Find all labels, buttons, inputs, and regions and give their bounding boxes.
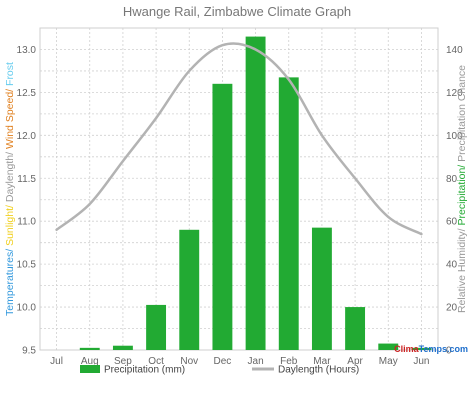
x-tick-label-feb: Feb bbox=[280, 356, 298, 367]
left-tick-label: 10.0 bbox=[17, 303, 37, 314]
precipitation-bar-feb bbox=[278, 77, 299, 350]
right-tick-label: 40 bbox=[446, 260, 458, 271]
left-tick-label: 13.0 bbox=[17, 45, 37, 56]
right-axis-label: Relative Humidity/ Precipitation/ Precip… bbox=[456, 65, 468, 313]
right-tick-label: 60 bbox=[446, 217, 458, 228]
x-tick-label-mar: Mar bbox=[313, 356, 331, 367]
x-tick-label-dec: Dec bbox=[214, 356, 232, 367]
precipitation-bar-jun bbox=[411, 347, 432, 350]
precipitation-bar-oct bbox=[146, 304, 167, 350]
right-axis-label-part: Precipitation/ bbox=[456, 165, 468, 229]
x-tick-label-aug: Aug bbox=[81, 356, 99, 367]
right-tick-label: 120 bbox=[446, 88, 463, 99]
right-tick-label: 140 bbox=[446, 45, 463, 56]
right-tick-label: 0 bbox=[446, 346, 452, 357]
plot-frame bbox=[39, 27, 439, 351]
precipitation-bar-mar bbox=[311, 227, 332, 350]
axes: Jul Aug Sep Oct Nov Dec Jan Feb Mar Apr May Jun 9.5 1… bbox=[4, 45, 468, 367]
right-tick-label: 80 bbox=[446, 174, 458, 185]
climatemps-logo: ClimaTemps.com bbox=[394, 344, 468, 354]
daylength-series-line bbox=[55, 42, 423, 236]
precipitation-bar-apr bbox=[345, 307, 366, 350]
precipitation-bars bbox=[79, 36, 432, 351]
left-axis-label: Temperatures/ Sunlight/ Daylength/ Wind … bbox=[4, 62, 16, 316]
legend-precipitation-label: Precipitation (mm) bbox=[104, 365, 185, 376]
right-tick-label: 100 bbox=[446, 131, 463, 142]
left-tick-label: 12.5 bbox=[17, 88, 37, 99]
x-tick-label-may: May bbox=[379, 356, 398, 367]
x-tick-label-jun: Jun bbox=[413, 356, 429, 367]
brand-suffix: Temps.com bbox=[419, 344, 468, 354]
left-tick-label: 11.5 bbox=[17, 174, 36, 185]
x-tick-label-oct: Oct bbox=[148, 356, 164, 367]
precipitation-bar-dec bbox=[212, 83, 233, 351]
x-tick-label-apr: Apr bbox=[347, 356, 363, 367]
legend-daylength-label: Daylength (Hours) bbox=[278, 365, 359, 376]
left-axis-label-part: Sunlight/ bbox=[4, 205, 16, 249]
x-tick-label-sep: Sep bbox=[114, 356, 132, 367]
legend: Precipitation (mm) Daylength (Hours) bbox=[80, 365, 359, 376]
x-tick-label-nov: Nov bbox=[180, 356, 198, 367]
grid bbox=[39, 27, 439, 351]
daylength-line bbox=[55, 42, 423, 236]
left-axis-label-part: Temperatures/ bbox=[4, 249, 16, 316]
right-tick-label: 20 bbox=[446, 303, 458, 314]
left-tick-label: 11.0 bbox=[17, 217, 36, 228]
left-tick-label: 12.0 bbox=[17, 131, 37, 142]
x-tick-label-jan: Jan bbox=[248, 356, 264, 367]
precipitation-bar-aug bbox=[79, 347, 100, 350]
right-axis-label-part: Precipitation Chance bbox=[456, 65, 468, 165]
left-tick-label: 9.5 bbox=[22, 346, 36, 357]
left-axis-label-part: Daylength/ bbox=[4, 152, 16, 205]
right-axis-label-part: Relative Humidity/ bbox=[456, 228, 468, 313]
left-tick-label: 10.5 bbox=[17, 260, 37, 271]
precipitation-bar-jan bbox=[245, 36, 266, 350]
chart-title: Hwange Rail, Zimbabwe Climate Graph bbox=[123, 4, 351, 19]
left-axis-label-part: Frost bbox=[4, 62, 16, 89]
left-axis-label-part: Wind Speed/ bbox=[4, 89, 16, 152]
precipitation-bar-sep bbox=[112, 345, 133, 350]
precipitation-bar-nov bbox=[179, 229, 200, 350]
precipitation-bar-may bbox=[378, 343, 399, 350]
x-tick-label-jul: Jul bbox=[50, 356, 63, 367]
brand-prefix: Clima bbox=[394, 344, 420, 354]
legend-precipitation-swatch bbox=[80, 365, 100, 373]
